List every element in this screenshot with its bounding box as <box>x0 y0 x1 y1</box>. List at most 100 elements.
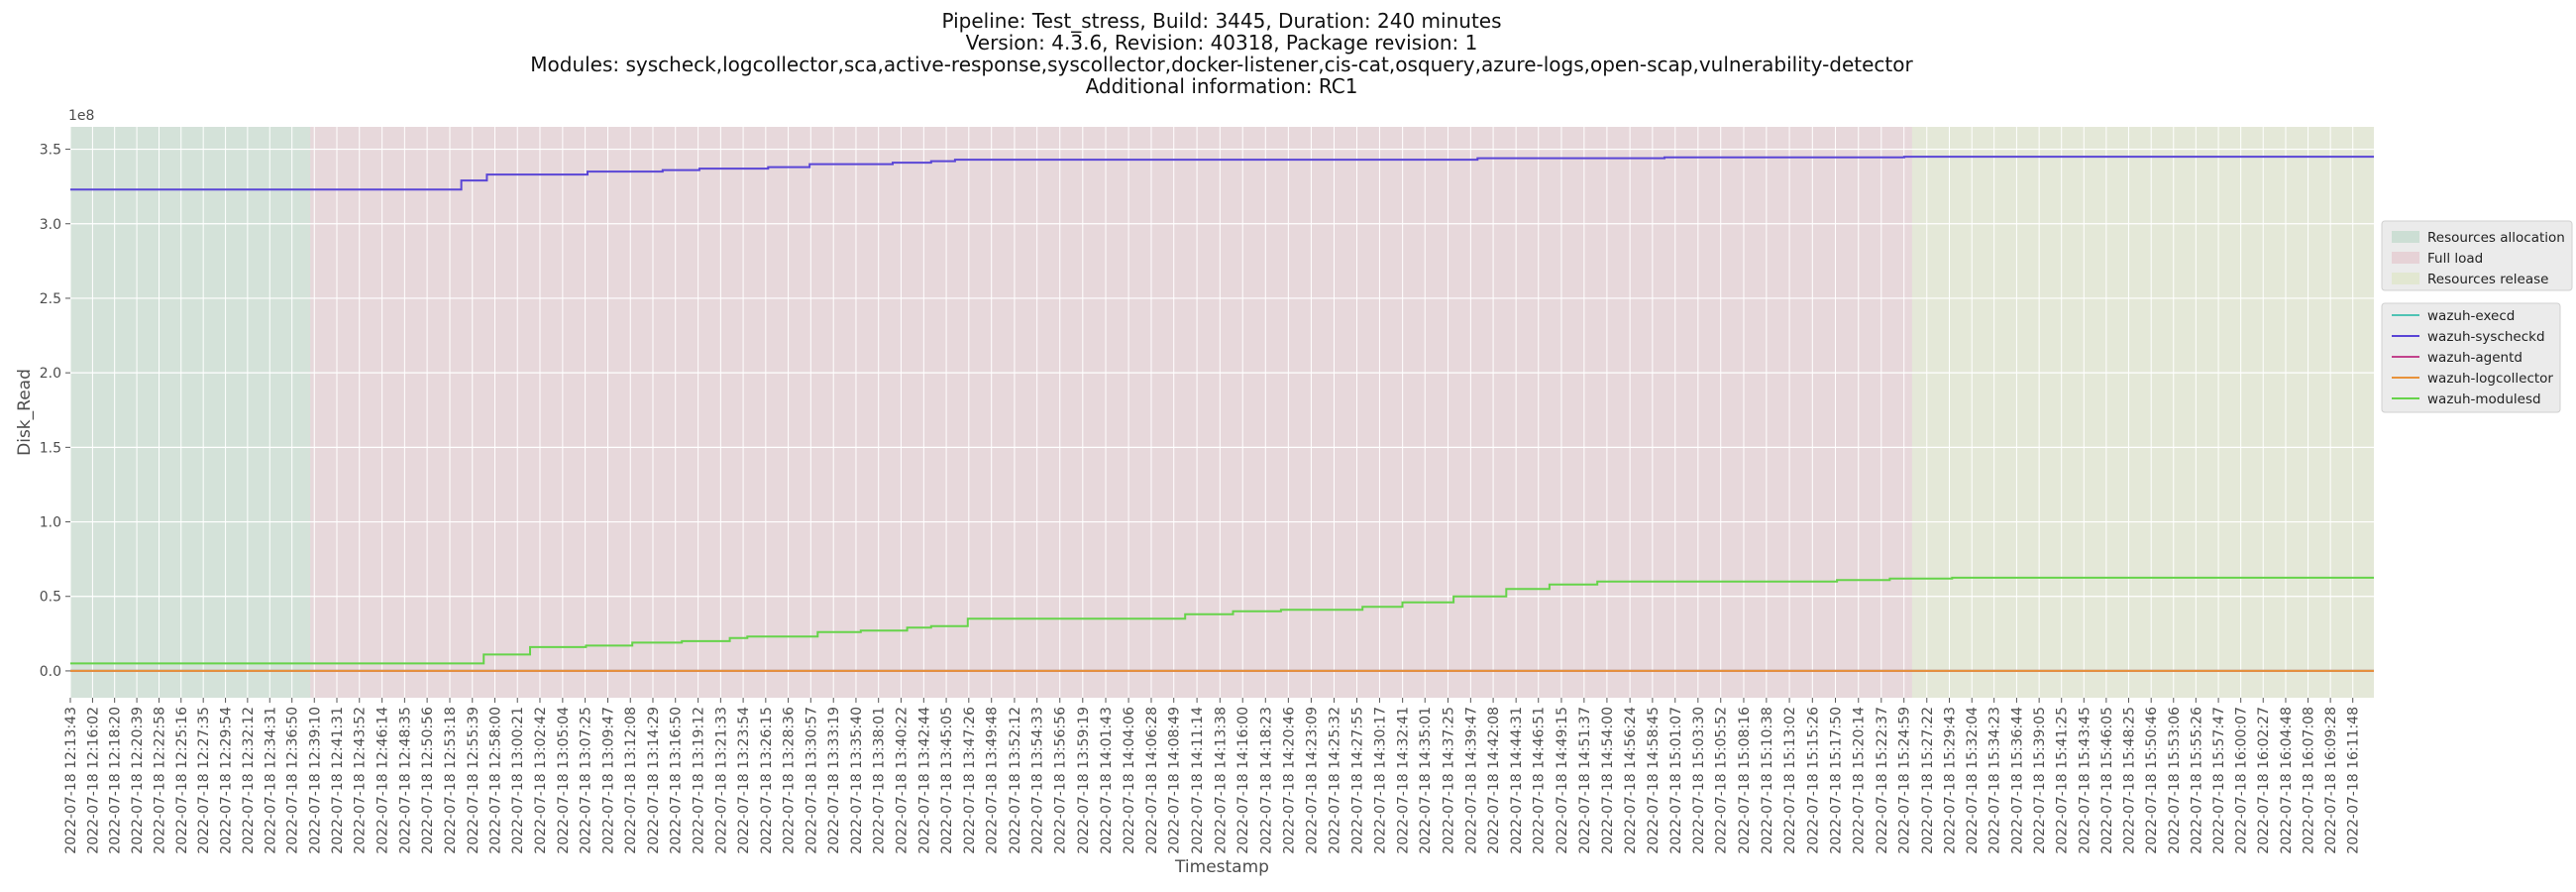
x-tick-label: 2022-07-18 13:59:19 <box>1076 707 1092 854</box>
phase-legend-swatch <box>2392 273 2419 284</box>
x-tick-label: 2022-07-18 15:13:02 <box>1782 707 1798 854</box>
y-tick-label: 3.0 <box>40 217 61 233</box>
plot-area <box>70 127 2374 698</box>
x-tick-label: 2022-07-18 15:43:45 <box>2077 707 2093 854</box>
x-tick-label: 2022-07-18 15:22:37 <box>1875 707 1890 854</box>
x-tick-label: 2022-07-18 15:29:43 <box>1943 707 1959 854</box>
x-tick-label: 2022-07-18 13:23:54 <box>736 707 752 854</box>
x-tick-label: 2022-07-18 13:07:25 <box>579 707 594 854</box>
series-line-wazuh-syscheckd <box>70 156 2374 191</box>
x-tick-label: 2022-07-18 15:05:52 <box>1714 707 1730 854</box>
x-tick-label: 2022-07-18 12:48:35 <box>397 707 413 854</box>
x-tick-label: 2022-07-18 14:06:28 <box>1144 707 1160 854</box>
y-tick-label: 2.0 <box>40 366 61 382</box>
x-tick-label: 2022-07-18 12:27:35 <box>196 707 212 854</box>
x-tick-label: 2022-07-18 15:55:26 <box>2189 707 2204 854</box>
x-tick-label: 2022-07-18 12:34:31 <box>263 707 278 854</box>
x-tick-label: 2022-07-18 14:56:24 <box>1623 707 1639 854</box>
x-tick-label: 2022-07-18 14:23:09 <box>1304 707 1320 854</box>
phase-legend-label: Resources allocation <box>2427 230 2565 246</box>
x-tick-label: 2022-07-18 15:32:04 <box>1965 707 1981 854</box>
x-tick-label: 2022-07-18 13:21:33 <box>713 707 729 854</box>
y-tick-label: 0.5 <box>40 590 61 606</box>
x-tick-label: 2022-07-18 13:49:48 <box>985 707 1001 854</box>
x-tick-label: 2022-07-18 14:08:49 <box>1167 707 1183 854</box>
x-tick-label: 2022-07-18 12:18:20 <box>108 707 124 854</box>
x-tick-label: 2022-07-18 13:30:57 <box>804 707 819 854</box>
x-tick-label: 2022-07-18 16:09:28 <box>2323 707 2339 854</box>
phase-legend-swatch <box>2392 231 2419 243</box>
x-tick-label: 2022-07-18 15:01:07 <box>1668 707 1684 854</box>
x-tick-label: 2022-07-18 13:47:26 <box>962 707 978 854</box>
series-legend-label: wazuh-syscheckd <box>2427 329 2545 345</box>
x-tick-label: 2022-07-18 12:55:39 <box>466 707 482 854</box>
x-tick-label: 2022-07-18 16:11:48 <box>2346 707 2362 854</box>
x-tick-label: 2022-07-18 14:44:31 <box>1509 707 1525 854</box>
x-tick-label: 2022-07-18 14:25:32 <box>1327 707 1342 854</box>
x-tick-label: 2022-07-18 16:00:07 <box>2234 707 2250 854</box>
x-tick-label: 2022-07-18 12:39:10 <box>307 707 323 854</box>
phase-legend-label: Full load <box>2427 251 2483 267</box>
phase-legend-swatch <box>2392 252 2419 264</box>
x-tick-label: 2022-07-18 12:32:12 <box>241 707 257 854</box>
y-tick-label: 0.0 <box>40 664 61 680</box>
chart-title-block: Pipeline: Test_stress, Build: 3445, Dura… <box>0 10 2443 97</box>
x-tick-label: 2022-07-18 13:00:21 <box>510 707 526 854</box>
x-tick-label: 2022-07-18 13:05:04 <box>556 707 572 854</box>
x-tick-label: 2022-07-18 16:02:27 <box>2256 707 2272 854</box>
phase-span-resources-allocation <box>70 127 311 698</box>
x-tick-label: 2022-07-18 16:07:08 <box>2302 707 2317 854</box>
x-tick-label: 2022-07-18 12:13:43 <box>63 707 79 854</box>
x-tick-label: 2022-07-18 15:03:30 <box>1691 707 1707 854</box>
x-tick-label: 2022-07-18 14:11:14 <box>1190 707 1206 854</box>
chart-title-line-3: Modules: syscheck,logcollector,sca,activ… <box>530 53 1913 76</box>
y-tick-label: 3.5 <box>40 143 61 159</box>
series-legend-label: wazuh-agentd <box>2427 350 2522 366</box>
x-tick-label: 2022-07-18 14:42:08 <box>1486 707 1502 854</box>
x-tick-label: 2022-07-18 14:16:00 <box>1235 707 1251 854</box>
chart-title-line-2: Version: 4.3.6, Revision: 40318, Package… <box>965 31 1478 55</box>
phase-span-full-load <box>310 127 1912 698</box>
x-tick-label: 2022-07-18 13:19:12 <box>692 707 707 854</box>
x-tick-label: 2022-07-18 15:27:22 <box>1920 707 1936 854</box>
chart-title-line-1: Pipeline: Test_stress, Build: 3445, Dura… <box>941 9 1502 33</box>
x-tick-label: 2022-07-18 13:42:44 <box>916 707 932 854</box>
phase-legend: Resources allocation Full load Resources r… <box>2381 220 2573 291</box>
x-tick-label: 2022-07-18 12:43:52 <box>353 707 369 854</box>
x-tick-label: 2022-07-18 15:53:06 <box>2167 707 2183 854</box>
x-tick-label: 2022-07-18 15:41:25 <box>2055 707 2071 854</box>
x-tick-label: 2022-07-18 15:34:23 <box>1987 707 2003 854</box>
x-tick-label: 2022-07-18 13:02:42 <box>533 707 549 854</box>
series-legend-label: wazuh-logcollector <box>2427 371 2553 387</box>
x-tick-label: 2022-07-18 12:29:54 <box>219 707 235 854</box>
x-tick-label: 2022-07-18 14:32:41 <box>1396 707 1412 854</box>
x-tick-label: 2022-07-18 15:39:05 <box>2032 707 2048 854</box>
x-tick-label: 2022-07-18 14:51:37 <box>1577 707 1593 854</box>
x-tick-label: 2022-07-18 13:52:12 <box>1008 707 1023 854</box>
series-legend: wazuh-execd wazuh-syscheckd wazuh-agentd wa… <box>2381 302 2561 413</box>
x-tick-label: 2022-07-18 14:39:47 <box>1463 707 1479 854</box>
y-tick-label: 1.0 <box>40 515 61 531</box>
series-legend-label: wazuh-modulesd <box>2427 391 2541 407</box>
x-tick-label: 2022-07-18 15:36:44 <box>2009 707 2025 854</box>
phase-legend-frame <box>2381 220 2573 291</box>
x-tick-label: 2022-07-18 13:16:50 <box>669 707 685 854</box>
x-tick-label: 2022-07-18 12:20:39 <box>130 707 146 854</box>
series-legend-label: wazuh-execd <box>2427 308 2515 324</box>
x-tick-label: 2022-07-18 12:53:18 <box>443 707 459 854</box>
x-tick-label: 2022-07-18 13:38:01 <box>872 707 888 854</box>
x-tick-label: 2022-07-18 15:17:50 <box>1829 707 1845 854</box>
series-line-wazuh-modulesd <box>70 576 2374 665</box>
x-tick-label: 2022-07-18 12:16:02 <box>85 707 101 854</box>
x-axis-title: Timestamp <box>1174 857 1269 877</box>
x-tick-label: 2022-07-18 14:30:17 <box>1372 707 1388 854</box>
x-tick-label: 2022-07-18 15:24:59 <box>1897 707 1913 854</box>
x-tick-label: 2022-07-18 14:27:55 <box>1350 707 1366 854</box>
x-tick-label: 2022-07-18 13:14:29 <box>646 707 662 854</box>
x-tick-label: 2022-07-18 13:09:47 <box>601 707 617 854</box>
series-legend-frame <box>2381 302 2561 413</box>
y-axis-offset-label: 1e8 <box>68 108 94 124</box>
x-tick-label: 2022-07-18 14:18:23 <box>1258 707 1274 854</box>
x-tick-label: 2022-07-18 14:01:43 <box>1099 707 1115 854</box>
x-tick-label: 2022-07-18 15:50:46 <box>2144 707 2160 854</box>
